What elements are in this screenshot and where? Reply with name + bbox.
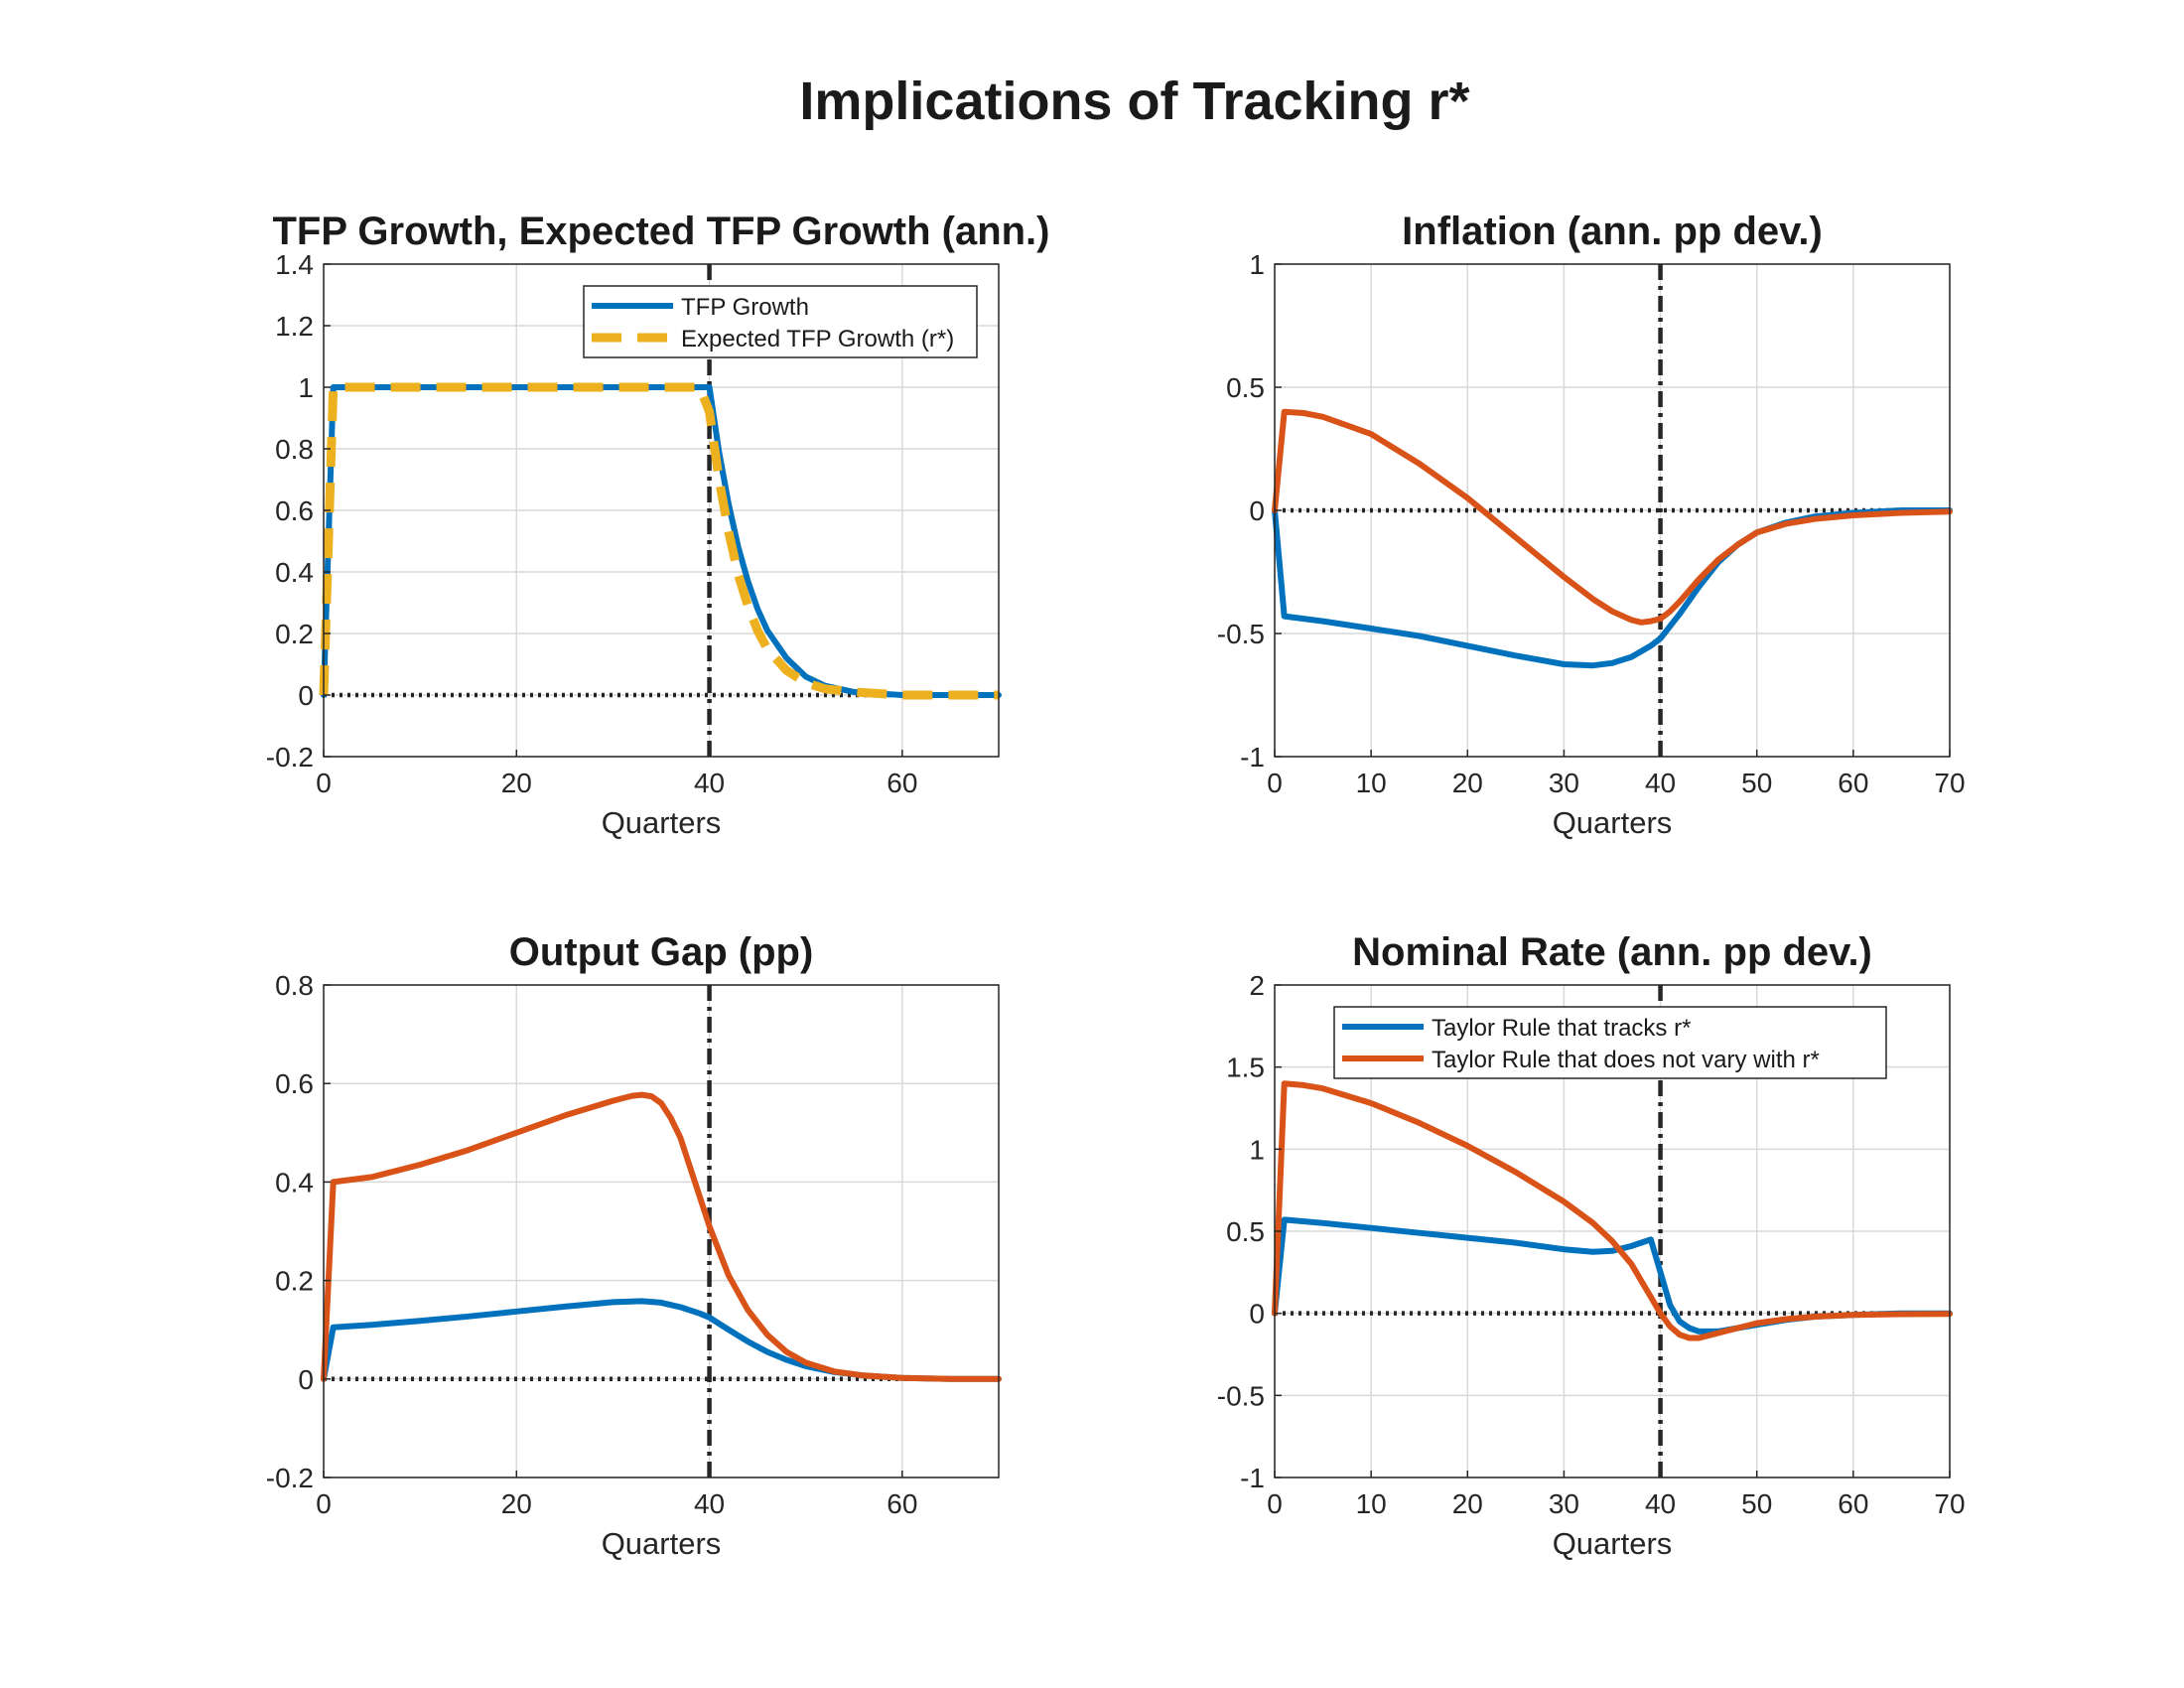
chart-2-xtick-label-3: 60: [887, 1488, 917, 1519]
chart-0-ytick-label-4: 0.6: [275, 495, 314, 526]
chart-3-legend-box: [1333, 1006, 1887, 1079]
chart-2-title: Output Gap (pp): [509, 930, 814, 974]
chart-0-xtick-label-0: 0: [316, 768, 332, 798]
chart-2-ytick-label-2: 0.2: [275, 1266, 314, 1297]
chart-3-ytick-label-4: 1: [1249, 1134, 1265, 1165]
chart-1-xtick-label-1: 10: [1356, 768, 1387, 798]
chart-2-xtick-label-1: 20: [501, 1488, 532, 1519]
chart-3-xtick-label-7: 70: [1934, 1488, 1965, 1519]
chart-3-ytick-label-1: -0.5: [1217, 1380, 1265, 1411]
chart-1-title: Inflation (ann. pp dev.): [1402, 210, 1823, 253]
chart-1-ytick-label-4: 1: [1249, 249, 1265, 280]
chart-1-xtick-label-0: 0: [1267, 768, 1283, 798]
figure-title: Implications of Tracking r*: [799, 71, 1469, 131]
chart-3-xtick-label-3: 30: [1549, 1488, 1579, 1519]
chart-0-ytick-label-2: 0.2: [275, 619, 314, 649]
chart-1-series-1-line: [1272, 408, 1953, 626]
chart-3-ytick-label-3: 0.5: [1226, 1216, 1265, 1247]
chart-0-ytick-label-8: 1.4: [275, 249, 314, 280]
chart-3-ytick-label-2: 0: [1249, 1299, 1265, 1330]
chart-0-legend-label-1: Expected TFP Growth (r*): [681, 326, 954, 352]
chart-0-ytick-label-0: -0.2: [266, 742, 314, 773]
chart-0-ytick-label-5: 0.8: [275, 434, 314, 465]
chart-2-ytick-label-1: 0: [298, 1364, 314, 1395]
chart-3-xlabel: Quarters: [1553, 1526, 1673, 1561]
chart-2-xlabel: Quarters: [602, 1526, 722, 1561]
chart-3-legend-label-1: Taylor Rule that does not vary with r*: [1432, 1047, 1820, 1073]
chart-1-xtick-label-3: 30: [1549, 768, 1579, 798]
chart-0-ytick-label-7: 1.2: [275, 311, 314, 342]
chart-0-series-1-line: [319, 382, 999, 700]
chart-1-xtick-label-6: 60: [1838, 768, 1868, 798]
chart-1-panel: 0 10 20 30 40 50 60 70 -1 -0.5 0 0.5 1 Inflation (ann…: [1217, 210, 1966, 840]
chart-0-ytick-label-3: 0.4: [275, 557, 314, 588]
chart-1-xtick-label-2: 20: [1452, 768, 1483, 798]
chart-3-xtick-label-5: 50: [1741, 1488, 1772, 1519]
chart-0-legend: TFP Growth Expected TFP Growth (r*): [583, 285, 978, 358]
chart-2-series-1-line: [321, 1091, 1002, 1382]
chart-1-xtick-label-7: 70: [1934, 768, 1965, 798]
chart-0-title: TFP Growth, Expected TFP Growth (ann.): [272, 210, 1049, 253]
chart-1-ytick-label-2: 0: [1249, 495, 1265, 526]
chart-2-ytick-label-4: 0.6: [275, 1068, 314, 1099]
chart-1-xlabel: Quarters: [1553, 805, 1673, 840]
chart-3-xtick-label-6: 60: [1838, 1488, 1868, 1519]
chart-1-ytick-label-3: 0.5: [1226, 372, 1265, 403]
chart-3-series-1-line: [1272, 1080, 1953, 1341]
chart-3-ytick-label-0: -1: [1240, 1463, 1265, 1493]
chart-3-ytick-label-5: 1.5: [1226, 1053, 1265, 1083]
chart-1-xtick-label-5: 50: [1741, 768, 1772, 798]
chart-1-ytick-label-1: -0.5: [1217, 619, 1265, 649]
chart-2-ytick-label-0: -0.2: [266, 1463, 314, 1493]
chart-3-xtick-label-2: 20: [1452, 1488, 1483, 1519]
chart-3-title: Nominal Rate (ann. pp dev.): [1352, 930, 1872, 974]
chart-0-xlabel: Quarters: [602, 805, 722, 840]
chart-0-legend-box: [583, 285, 978, 358]
chart-0-xtick-label-3: 60: [887, 768, 917, 798]
chart-3-xtick-label-0: 0: [1267, 1488, 1283, 1519]
chart-2-axes-box: [323, 984, 1000, 1478]
chart-0-ytick-label-1: 0: [298, 680, 314, 711]
chart-2-plot-area: [324, 985, 999, 1477]
chart-1-xtick-label-4: 40: [1645, 768, 1676, 798]
chart-3-panel: 0 10 20 30 40 50 60 70 -1 -0.5 0 0.5 1 1.5 2 Nominal Ra…: [1217, 930, 1966, 1561]
chart-0-ytick-label-6: 1: [298, 372, 314, 403]
chart-3-ytick-label-6: 2: [1249, 970, 1265, 1001]
chart-3-xtick-label-4: 40: [1645, 1488, 1676, 1519]
chart-3-legend: Taylor Rule that tracks r* Taylor Rule th…: [1333, 1006, 1887, 1079]
chart-2-xtick-label-0: 0: [316, 1488, 332, 1519]
chart-2-xtick-label-2: 40: [694, 1488, 725, 1519]
chart-2-ytick-label-3: 0.4: [275, 1167, 314, 1197]
chart-0-xtick-label-1: 20: [501, 768, 532, 798]
chart-2-ytick-label-5: 0.8: [275, 970, 314, 1001]
chart-0-xtick-label-2: 40: [694, 768, 725, 798]
chart-3-xtick-label-1: 10: [1356, 1488, 1387, 1519]
chart-3-legend-label-0: Taylor Rule that tracks r*: [1432, 1015, 1691, 1042]
chart-0-legend-label-0: TFP Growth: [681, 294, 809, 321]
chart-1-ytick-label-0: -1: [1240, 742, 1265, 773]
